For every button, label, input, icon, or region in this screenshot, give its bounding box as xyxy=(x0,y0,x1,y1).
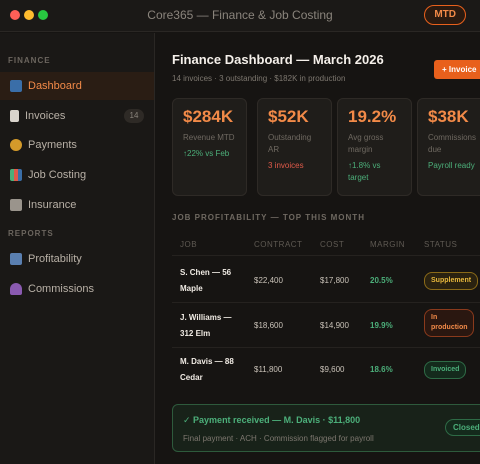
contract-value: $22,400 xyxy=(254,276,283,285)
bar-chart-icon xyxy=(10,169,22,181)
row-divider xyxy=(172,255,480,256)
close-window-button[interactable] xyxy=(10,10,20,20)
column-header-status: STATUS xyxy=(424,240,458,249)
sidebar-section-reports: REPORTS xyxy=(8,229,54,238)
notification-detail: Final payment · ACH · Commission flagged… xyxy=(183,434,374,443)
sidebar-section-finance: FINANCE xyxy=(8,56,51,65)
kpi-label: Outstanding AR xyxy=(268,133,312,154)
maximize-window-button[interactable] xyxy=(38,10,48,20)
kpi-value: $284K xyxy=(183,107,234,126)
sidebar-item-label: Invoices xyxy=(25,110,66,122)
status-badge: In production xyxy=(424,309,474,337)
cost-value: $9,600 xyxy=(320,365,345,374)
margin-value: 18.6% xyxy=(370,365,393,374)
kpi-card-revenue[interactable]: $284K Revenue MTD ↑22% vs Feb xyxy=(172,98,247,196)
column-header-margin: MARGIN xyxy=(370,240,405,249)
page-title: Finance Dashboard — March 2026 xyxy=(172,52,384,67)
column-header-contract: CONTRACT xyxy=(254,240,303,249)
row-divider xyxy=(172,347,480,348)
notification-title: ✓ Payment received — M. Davis · $11,800 xyxy=(183,415,361,425)
table-title: JOB PROFITABILITY — TOP THIS MONTH xyxy=(172,213,365,222)
job-name: S. Chen — 56 Maple xyxy=(180,268,232,293)
sidebar: FINANCE Dashboard Invoices 14 Payments J… xyxy=(0,33,155,464)
payment-notification[interactable]: ✓ Payment received — M. Davis · $11,800 … xyxy=(172,404,480,452)
job-name: J. Williams — 312 Elm xyxy=(180,313,232,338)
sidebar-item-label: Commissions xyxy=(28,283,95,295)
sidebar-item-insurance[interactable]: Insurance xyxy=(0,191,154,219)
column-header-job: JOB xyxy=(180,240,198,249)
margin-value: 19.9% xyxy=(370,321,393,330)
closed-badge: Closed xyxy=(445,419,480,436)
invoice-count-badge: 14 xyxy=(124,109,144,123)
cost-value: $14,900 xyxy=(320,321,349,330)
bank-icon xyxy=(10,199,22,211)
sidebar-item-label: Profitability xyxy=(28,253,82,265)
status-badge: Invoiced xyxy=(424,361,467,379)
kpi-delta: 3 invoices xyxy=(268,161,304,170)
sidebar-item-commissions[interactable]: Commissions xyxy=(0,275,154,303)
card-icon xyxy=(10,80,22,92)
title-bar: Core365 — Finance & Job Costing MTD xyxy=(0,0,480,32)
margin-value: 20.5% xyxy=(370,276,393,285)
sidebar-item-profitability[interactable]: Profitability xyxy=(0,245,154,273)
kpi-delta: ↑1.8% vs target xyxy=(348,161,381,182)
sidebar-item-label: Payments xyxy=(28,139,77,151)
kpi-delta: Payroll ready xyxy=(428,161,475,170)
job-name: M. Davis — 88 Cedar xyxy=(180,357,234,382)
sidebar-item-invoices[interactable]: Invoices 14 xyxy=(0,102,154,130)
kpi-label: Avg gross margin xyxy=(348,133,384,154)
kpi-value: $38K xyxy=(428,107,469,126)
contract-value: $11,800 xyxy=(254,365,283,374)
person-icon xyxy=(10,283,22,295)
trend-icon xyxy=(10,253,22,265)
document-icon xyxy=(10,110,19,122)
window-title: Core365 — Finance & Job Costing xyxy=(147,8,333,22)
sidebar-item-dashboard[interactable]: Dashboard xyxy=(0,72,154,100)
cost-value: $17,800 xyxy=(320,276,349,285)
period-badge[interactable]: MTD xyxy=(424,5,466,25)
sidebar-item-payments[interactable]: Payments xyxy=(0,131,154,159)
kpi-value: $52K xyxy=(268,107,309,126)
page-subtitle: 14 invoices · 3 outstanding · $182K in p… xyxy=(172,74,346,83)
kpi-value: 19.2% xyxy=(348,107,397,126)
kpi-label: Revenue MTD xyxy=(183,133,235,142)
money-bag-icon xyxy=(10,139,22,151)
main-content: Finance Dashboard — March 2026 14 invoic… xyxy=(156,33,480,464)
row-divider xyxy=(172,302,480,303)
sidebar-item-label: Insurance xyxy=(28,199,77,211)
sidebar-item-label: Dashboard xyxy=(28,80,82,92)
kpi-card-outstanding[interactable]: $52K Outstanding AR 3 invoices xyxy=(257,98,332,196)
column-header-cost: COST xyxy=(320,240,345,249)
kpi-label: Commissions due xyxy=(428,133,477,154)
sidebar-item-label: Job Costing xyxy=(28,169,87,181)
kpi-card-margin[interactable]: 19.2% Avg gross margin ↑1.8% vs target xyxy=(337,98,412,196)
kpi-delta: ↑22% vs Feb xyxy=(183,149,230,158)
minimize-window-button[interactable] xyxy=(24,10,34,20)
sidebar-item-job-costing[interactable]: Job Costing xyxy=(0,161,154,189)
kpi-card-commissions[interactable]: $38K Commissions due Payroll ready xyxy=(417,98,480,196)
status-badge: Supplement xyxy=(424,272,479,290)
new-invoice-button[interactable]: + Invoice xyxy=(434,60,480,79)
contract-value: $18,600 xyxy=(254,321,283,330)
